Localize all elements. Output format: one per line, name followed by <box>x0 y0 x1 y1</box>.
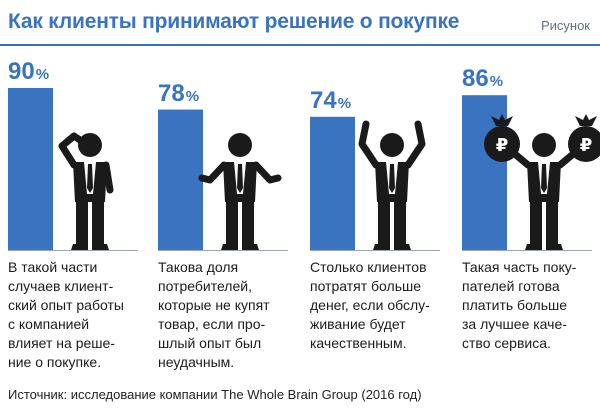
value-suffix: % <box>337 94 352 112</box>
bar-3 <box>310 116 355 250</box>
title-divider <box>0 44 600 46</box>
caption-1: В такой части случаев клиент- ский опыт … <box>8 259 124 370</box>
header-bar: Как клиенты принимают решение о покупке … <box>0 0 600 44</box>
value-suffix: % <box>185 87 200 105</box>
caption-4: Такая часть поку- пателей готова платить… <box>462 259 577 351</box>
value-number: 90 <box>8 58 35 85</box>
value-number: 74 <box>310 86 337 114</box>
value-number: 86 <box>462 65 489 93</box>
money-bag-right-icon: ₽ <box>568 114 600 162</box>
person-money-bags-icon: ₽ ₽ <box>484 114 600 250</box>
value-label-2: 78% <box>158 79 200 107</box>
bar-1 <box>8 88 53 250</box>
caption-3: Столько клиентов потратят больше денег, … <box>310 259 430 351</box>
chart-title: Как клиенты принимают решение о покупке <box>8 10 460 33</box>
person-happy-icon <box>358 120 426 250</box>
value-number: 78 <box>158 79 185 107</box>
money-bag-left-icon: ₽ <box>484 114 520 162</box>
source-note: Источник: исследование компании The Whol… <box>8 387 422 402</box>
value-label-1: 90% <box>8 60 49 84</box>
person-thinking-icon <box>58 132 114 250</box>
svg-text:₽: ₽ <box>496 135 509 156</box>
value-suffix: % <box>35 66 50 83</box>
value-label-3: 74% <box>310 86 352 114</box>
value-label-4: 86% <box>462 67 503 91</box>
figure-label: Рисунок <box>540 18 590 33</box>
person-sad-icon <box>198 133 282 250</box>
value-suffix: % <box>489 73 504 91</box>
svg-text:₽: ₽ <box>580 135 593 156</box>
caption-2: Такова доля потребителей, которые не куп… <box>158 259 270 370</box>
bar-2 <box>158 109 203 250</box>
